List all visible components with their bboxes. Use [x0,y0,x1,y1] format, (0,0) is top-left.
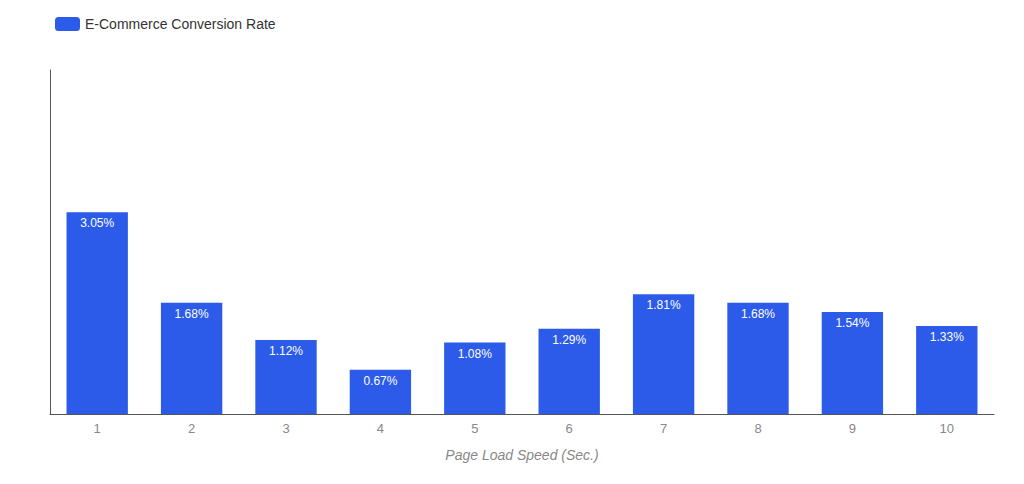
svg-text:Page Load Speed (Sec.): Page Load Speed (Sec.) [445,447,598,463]
svg-text:3.05%: 3.05% [80,216,114,230]
svg-text:E-Commerce Conversion Rate: E-Commerce Conversion Rate [85,16,276,32]
svg-text:10: 10 [940,421,954,436]
svg-text:1.68%: 1.68% [175,307,209,321]
svg-text:1.08%: 1.08% [458,347,492,361]
svg-text:3: 3 [282,421,289,436]
svg-text:1.33%: 1.33% [930,330,964,344]
svg-text:6: 6 [566,421,573,436]
svg-text:1.54%: 1.54% [835,316,869,330]
svg-text:1.68%: 1.68% [741,307,775,321]
svg-text:1.29%: 1.29% [552,333,586,347]
svg-text:9: 9 [849,421,856,436]
svg-text:8: 8 [754,421,761,436]
svg-text:0.67%: 0.67% [363,374,397,388]
svg-text:7: 7 [660,421,667,436]
svg-text:2: 2 [188,421,195,436]
svg-text:1: 1 [94,421,101,436]
svg-text:1.81%: 1.81% [647,298,681,312]
svg-text:4: 4 [377,421,384,436]
svg-text:1.12%: 1.12% [269,344,303,358]
svg-text:5: 5 [471,421,478,436]
